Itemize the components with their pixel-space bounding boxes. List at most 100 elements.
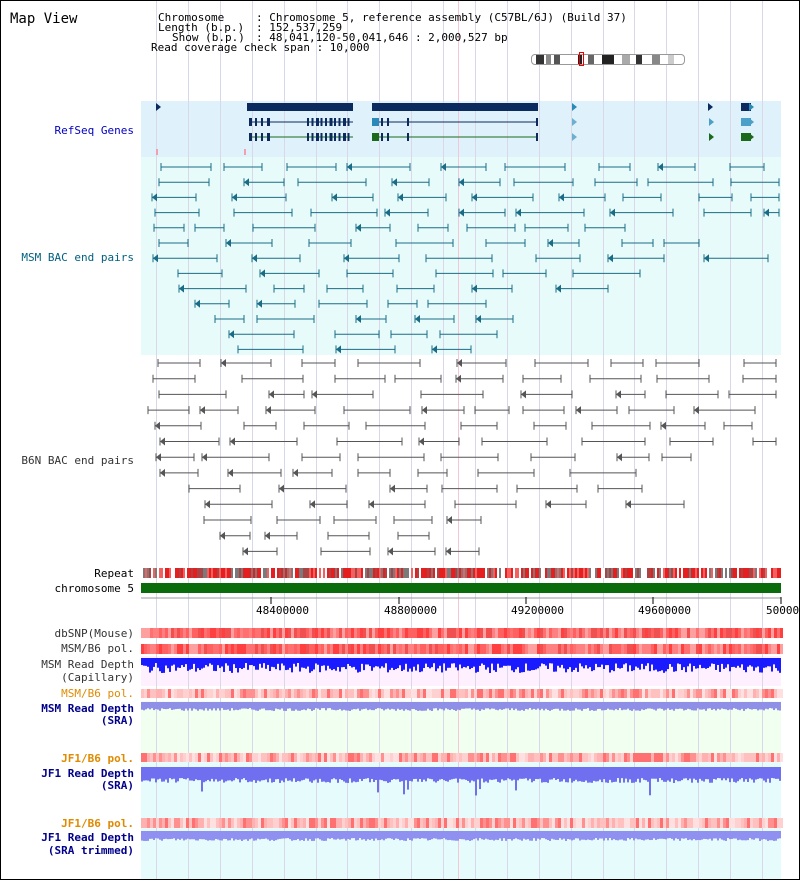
depth-bar: [667, 702, 669, 709]
gene-exon: [267, 118, 270, 126]
repeat-segment: [457, 568, 459, 578]
depth-bar: [537, 658, 539, 669]
depth-bar: [453, 767, 455, 779]
depth-bar: [463, 767, 465, 780]
depth-bar: [577, 702, 579, 710]
depth-bar: [409, 702, 411, 711]
msm-bac-label[interactable]: MSM BAC end pairs: [21, 251, 134, 264]
depth-bar: [163, 831, 165, 840]
jf1-read-depth-sra-label[interactable]: JF1 Read Depth: [41, 767, 134, 780]
depth-bar: [499, 831, 501, 839]
heat-cell: [276, 628, 279, 638]
depth-bar: [435, 702, 437, 709]
depth-bar: [745, 767, 747, 780]
depth-bar: [371, 767, 373, 779]
msm-read-depth-cap-label[interactable]: MSM Read Depth: [41, 658, 134, 671]
heat-cell: [624, 644, 627, 654]
length-label: Length (b.p.): [158, 21, 245, 34]
heat-cell: [204, 689, 207, 698]
heat-cell: [342, 818, 345, 828]
heat-cell: [210, 644, 213, 654]
heat-cell: [165, 753, 168, 762]
depth-bar: [501, 767, 503, 780]
depth-bar: [433, 658, 435, 664]
depth-bar: [157, 831, 159, 839]
depth-bar: [371, 831, 373, 839]
depth-bar: [547, 831, 549, 841]
depth-bar: [753, 702, 755, 709]
heat-cell: [537, 818, 540, 828]
depth-bar: [523, 831, 525, 839]
depth-bar: [741, 767, 743, 779]
repeat-segment: [331, 568, 333, 578]
dbsnp-label[interactable]: dbSNP(Mouse): [54, 627, 134, 640]
heat-cell: [279, 818, 282, 828]
jf1-read-depth-trim-label[interactable]: JF1 Read Depth: [41, 831, 134, 844]
heat-cell: [549, 818, 552, 828]
refseq-genes-label[interactable]: RefSeq Genes: [54, 124, 134, 137]
gene-exon: [387, 133, 389, 141]
depth-bar: [541, 702, 543, 709]
depth-bar: [189, 702, 191, 709]
b6n-bac-label[interactable]: B6N BAC end pairs: [21, 454, 134, 467]
heat-cell: [354, 644, 357, 654]
depth-bar: [625, 658, 627, 664]
heat-cell: [594, 689, 597, 698]
repeat-segment: [673, 568, 675, 578]
gene-arrow: [195, 299, 200, 308]
depth-bar: [455, 702, 457, 711]
depth-bar: [535, 831, 537, 841]
heat-cell: [201, 644, 204, 654]
heat-cell: [369, 644, 372, 654]
heat-cell: [459, 628, 462, 638]
repeat-segment: [635, 568, 637, 578]
heat-cell: [576, 689, 579, 698]
heat-cell: [735, 818, 738, 828]
heat-cell: [456, 644, 459, 654]
depth-bar: [499, 658, 501, 668]
depth-bar: [149, 767, 151, 782]
heat-cell: [726, 818, 729, 828]
heat-cell: [402, 689, 405, 698]
heat-cell: [552, 818, 555, 828]
repeat-segment: [737, 568, 739, 578]
msm-b6-pol-label-1[interactable]: MSM/B6 pol.: [61, 642, 134, 655]
repeat-segment: [609, 568, 611, 578]
depth-bar: [473, 658, 475, 667]
heat-cell: [327, 644, 330, 654]
depth-bar: [327, 767, 329, 782]
repeat-segment: [519, 568, 521, 578]
heat-cell: [219, 644, 222, 654]
repeat-segment: [639, 568, 641, 578]
depth-bar: [693, 831, 695, 840]
heat-cell: [159, 628, 162, 638]
heat-cell: [405, 644, 408, 654]
msm-read-depth-sra-label[interactable]: MSM Read Depth: [41, 702, 134, 715]
repeat-segment: [369, 568, 371, 578]
depth-bar: [319, 702, 321, 710]
depth-bar: [187, 658, 189, 671]
depth-bar: [215, 658, 217, 672]
depth-bar: [363, 831, 365, 840]
heat-cell: [675, 628, 678, 638]
heat-cell: [474, 644, 477, 654]
heat-cell: [672, 689, 675, 698]
heat-cell: [624, 628, 627, 638]
repeat-segment: [463, 568, 465, 578]
jf1-b6-pol-label-2[interactable]: JF1/B6 pol.: [61, 817, 134, 830]
gene-arrow: [243, 547, 248, 556]
chromosome-ideogram[interactable]: [531, 54, 685, 65]
jf1-b6-pol-label-1[interactable]: JF1/B6 pol.: [61, 752, 134, 765]
depth-bar: [491, 831, 493, 840]
gene-arrow: [459, 178, 464, 187]
depth-bar: [673, 658, 675, 672]
heat-cell: [462, 818, 465, 828]
repeat-segment: [241, 568, 243, 578]
depth-bar: [597, 702, 599, 709]
heat-cell: [702, 644, 705, 654]
depth-bar: [245, 831, 247, 840]
msm-b6-pol-label-2[interactable]: MSM/B6 pol.: [61, 687, 134, 700]
depth-bar: [409, 767, 411, 781]
repeat-segment: [461, 568, 463, 578]
